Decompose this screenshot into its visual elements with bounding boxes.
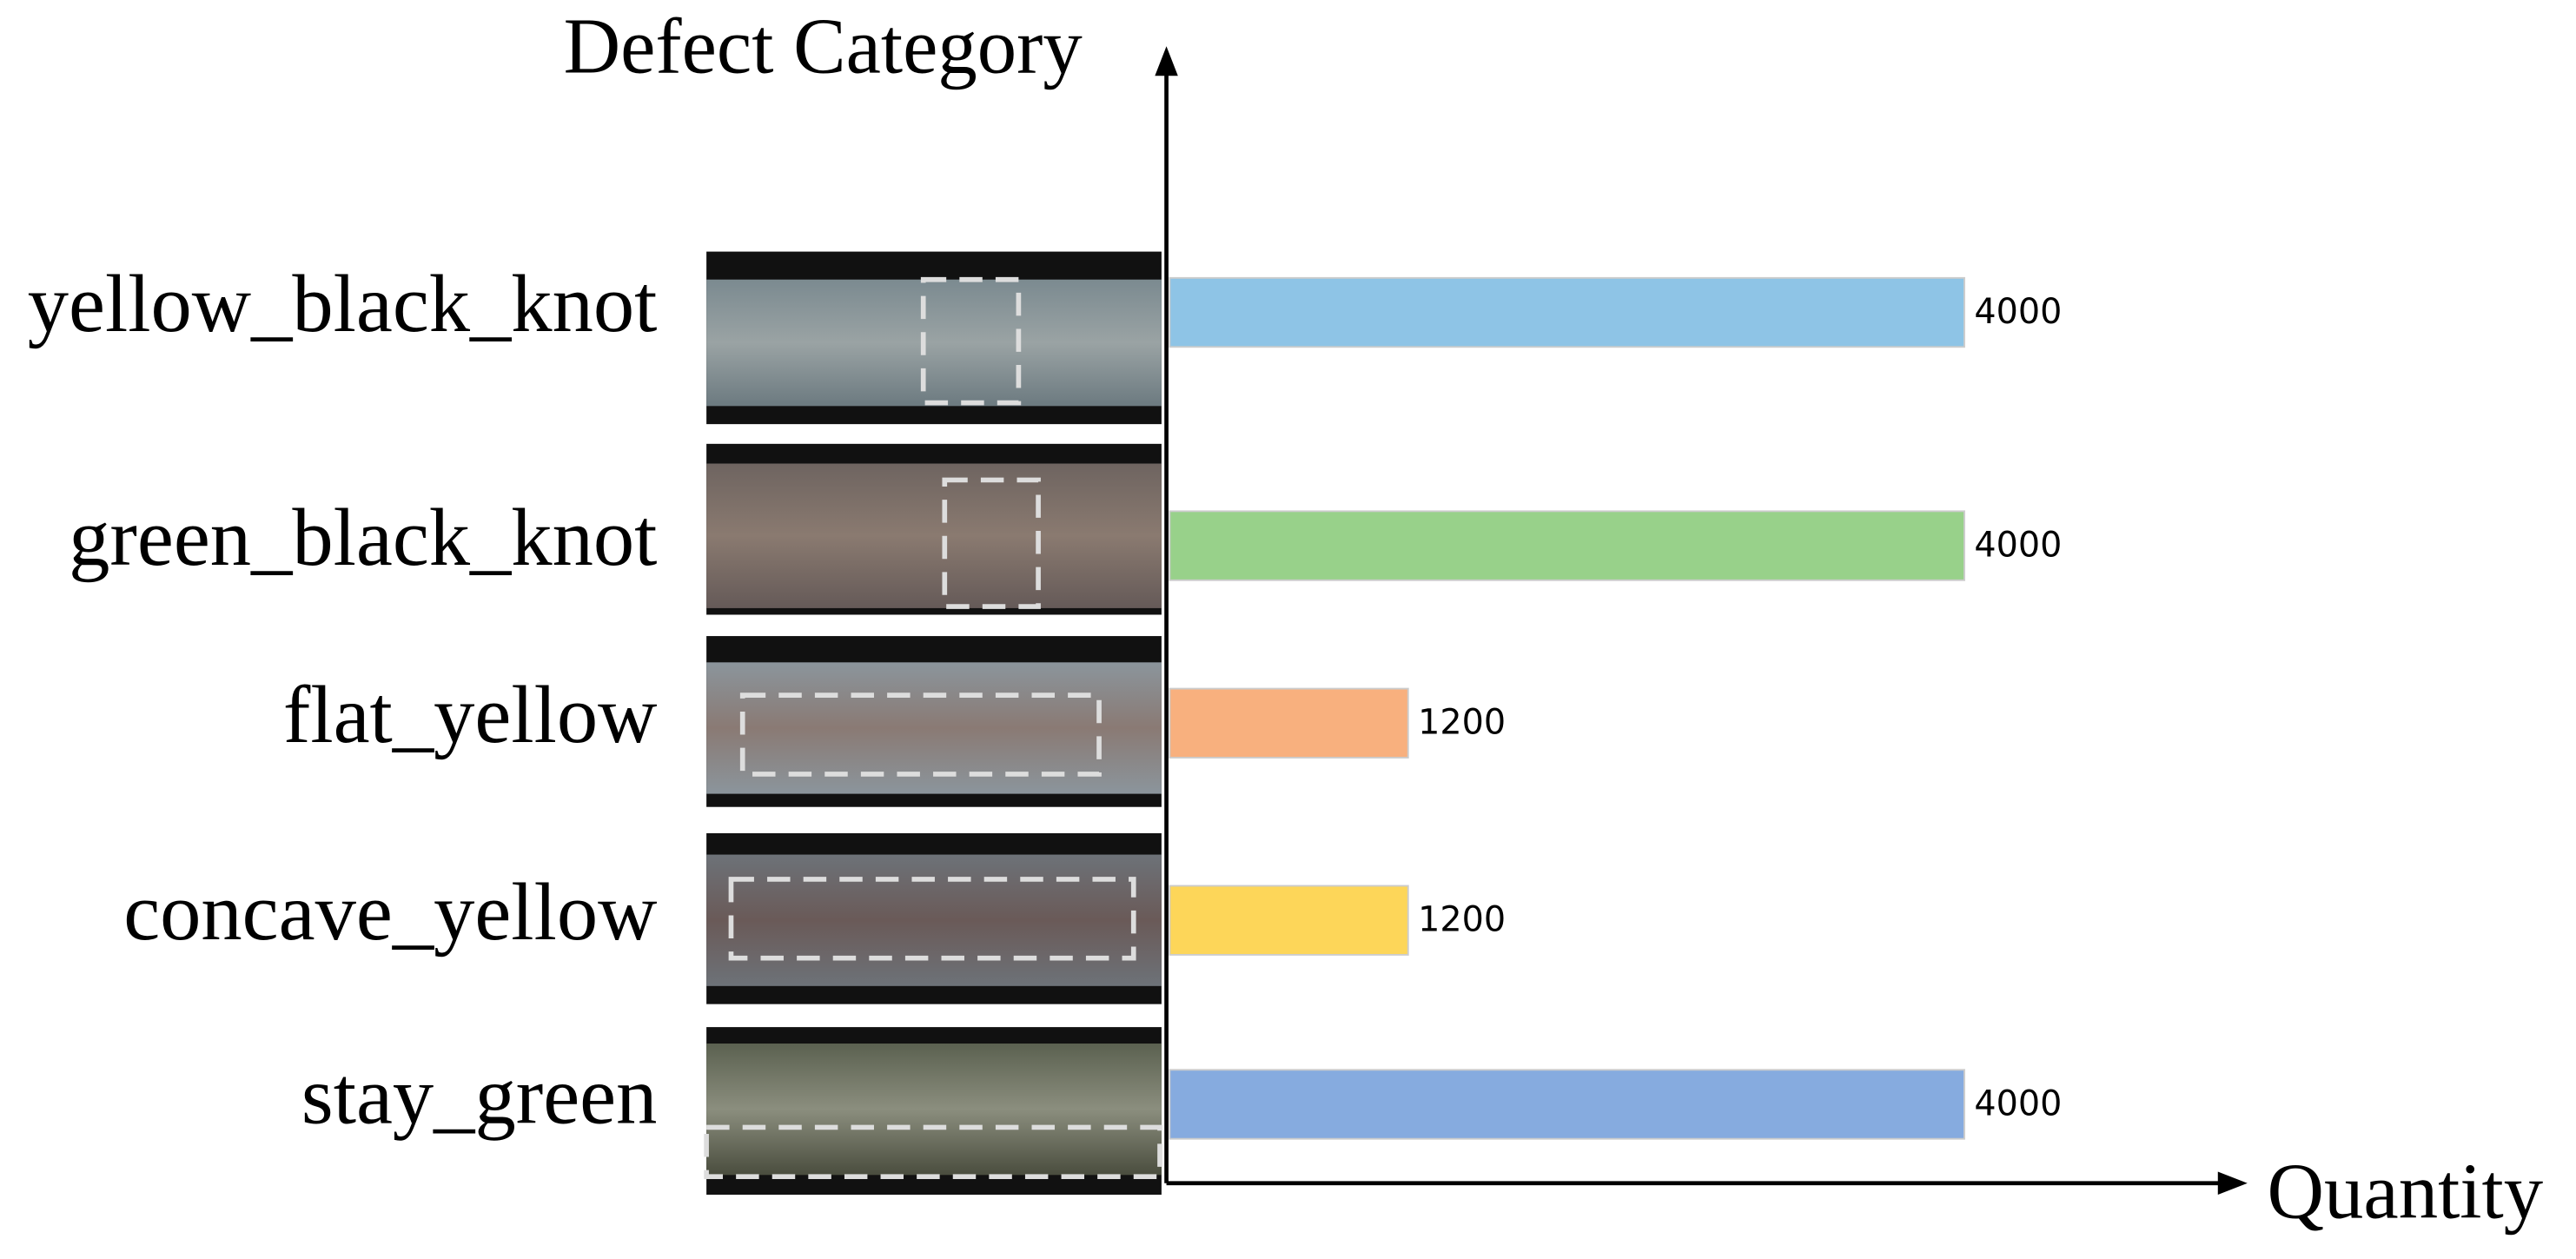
category-label: yellow_black_knot <box>28 259 658 349</box>
y-axis-arrow <box>1155 46 1178 76</box>
defect-box <box>704 1124 1162 1180</box>
defect-box <box>728 877 1136 961</box>
axis-title: Defect Category <box>564 2 1083 89</box>
x-axis-title: Quantity <box>2268 1147 2544 1235</box>
bar <box>1169 1069 1965 1140</box>
value-label: 4000 <box>1974 1083 2062 1123</box>
value-label: 4000 <box>1974 525 2062 565</box>
bar <box>1169 276 1965 348</box>
category-label: concave_yellow <box>123 867 657 958</box>
defect-box <box>739 692 1102 777</box>
category-label: flat_yellow <box>283 670 658 760</box>
wood-image <box>706 463 1162 608</box>
wood-image <box>706 854 1162 986</box>
wood-image <box>706 1044 1162 1176</box>
defect-box <box>920 276 1022 406</box>
category-label: stay_green <box>301 1051 657 1142</box>
defect-images <box>704 251 1162 1195</box>
bar <box>1169 885 1409 956</box>
x-axis-arrow <box>2217 1171 2248 1195</box>
value-label: 4000 <box>1974 292 2062 332</box>
value-label: 1200 <box>1418 703 1506 743</box>
defect-box <box>942 477 1041 609</box>
category-label: green_black_knot <box>69 493 657 583</box>
bar <box>1169 687 1409 759</box>
wood-image <box>706 279 1162 407</box>
value-label: 1200 <box>1418 900 1506 940</box>
bar <box>1169 510 1965 581</box>
